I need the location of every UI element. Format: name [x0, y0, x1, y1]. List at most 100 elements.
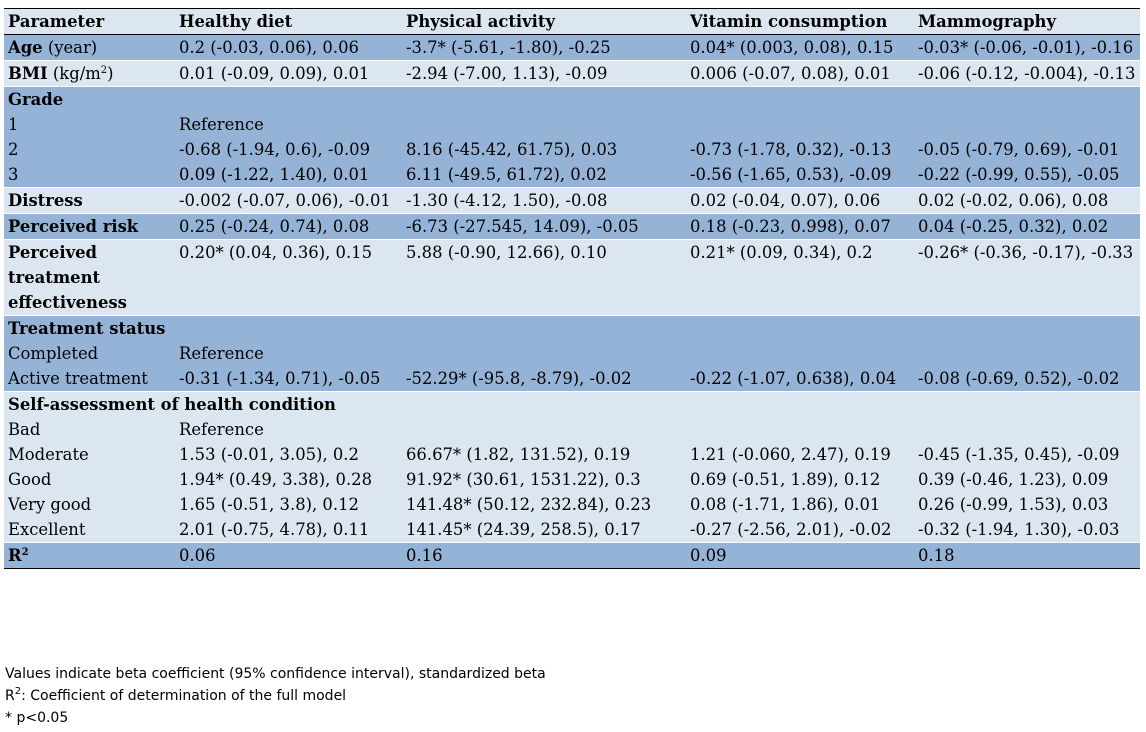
- cell-mammography: -0.45 (-1.35, 0.45), -0.09: [914, 442, 1140, 467]
- row-label-unit: (kg/m: [47, 64, 101, 83]
- row-grade-1: 1 Reference: [4, 112, 1140, 137]
- cell-activity: 141.48* (50.12, 232.84), 0.23: [402, 492, 686, 517]
- cell-activity: [402, 341, 686, 366]
- cell-activity: 5.88 (-0.90, 12.66), 0.10: [402, 239, 686, 316]
- cell-diet: Reference: [175, 341, 402, 366]
- header-mammography: Mammography: [914, 8, 1140, 35]
- row-self-moderate: Moderate 1.53 (-0.01, 3.05), 0.2 66.67* …: [4, 442, 1140, 467]
- cell-activity: 141.45* (24.39, 258.5), 0.17: [402, 517, 686, 543]
- row-label: BMI (kg/m2): [4, 60, 175, 87]
- cell-activity: 91.92* (30.61, 1531.22), 0.3: [402, 467, 686, 492]
- row-label: 3: [4, 162, 175, 188]
- cell-vitamin: 0.18 (-0.23, 0.998), 0.07: [686, 213, 914, 240]
- r2-label: R: [8, 546, 22, 565]
- cell-vitamin: 0.006 (-0.07, 0.08), 0.01: [686, 60, 914, 87]
- row-self-good: Good 1.94* (0.49, 3.38), 0.28 91.92* (30…: [4, 467, 1140, 492]
- cell-diet: 1.94* (0.49, 3.38), 0.28: [175, 467, 402, 492]
- cell-diet: -0.002 (-0.07, 0.06), -0.01: [175, 187, 402, 214]
- cell-diet: 1.65 (-0.51, 3.8), 0.12: [175, 492, 402, 517]
- row-label: Age (year): [4, 34, 175, 61]
- cell-activity: -52.29* (-95.8, -8.79), -0.02: [402, 366, 686, 392]
- cell-mammography: -0.26* (-0.36, -0.17), -0.33: [914, 239, 1140, 316]
- row-label: Active treatment: [4, 366, 175, 392]
- cell-diet: -0.68 (-1.94, 0.6), -0.09: [175, 137, 402, 162]
- cell-activity: -1.30 (-4.12, 1.50), -0.08: [402, 187, 686, 214]
- cell-vitamin: 0.09: [686, 542, 914, 569]
- row-grade-2: 2 -0.68 (-1.94, 0.6), -0.09 8.16 (-45.42…: [4, 137, 1140, 162]
- row-label: Good: [4, 467, 175, 492]
- cell-diet: Reference: [175, 112, 402, 137]
- row-label-unit-close: ): [107, 64, 114, 83]
- cell-diet: 0.2 (-0.03, 0.06), 0.06: [175, 34, 402, 61]
- header-vitamin-consumption: Vitamin consumption: [686, 8, 914, 35]
- row-self-bad: Bad Reference: [4, 417, 1140, 442]
- cell-mammography: [914, 341, 1140, 366]
- unit-superscript: 2: [100, 65, 108, 76]
- table-notes: Values indicate beta coefficient (95% co…: [5, 663, 546, 729]
- row-label: R2: [4, 542, 175, 569]
- cell-mammography: 0.39 (-0.46, 1.23), 0.09: [914, 467, 1140, 492]
- header-parameter: Parameter: [4, 8, 175, 35]
- note-significance: * p<0.05: [5, 710, 69, 726]
- note-r-label: R: [5, 688, 15, 704]
- header-row: Parameter Healthy diet Physical activity…: [4, 8, 1140, 35]
- cell-mammography: 0.02 (-0.02, 0.06), 0.08: [914, 187, 1140, 214]
- row-label: Excellent: [4, 517, 175, 543]
- cell-diet: 0.09 (-1.22, 1.40), 0.01: [175, 162, 402, 188]
- cell-mammography: -0.22 (-0.99, 0.55), -0.05: [914, 162, 1140, 188]
- row-distress: Distress -0.002 (-0.07, 0.06), -0.01 -1.…: [4, 187, 1140, 214]
- row-treatment-status-title: Treatment status: [4, 315, 1140, 341]
- cell-mammography: [914, 112, 1140, 137]
- cell-vitamin: 0.08 (-1.71, 1.86), 0.01: [686, 492, 914, 517]
- cell-activity: -6.73 (-27.545, 14.09), -0.05: [402, 213, 686, 240]
- row-label: Distress: [4, 187, 175, 214]
- row-self-very-good: Very good 1.65 (-0.51, 3.8), 0.12 141.48…: [4, 492, 1140, 517]
- cell-vitamin: [686, 417, 914, 442]
- row-bmi: BMI (kg/m2) 0.01 (-0.09, 0.09), 0.01 -2.…: [4, 60, 1140, 87]
- cell-vitamin: -0.73 (-1.78, 0.32), -0.13: [686, 137, 914, 162]
- cell-diet: 2.01 (-0.75, 4.78), 0.11: [175, 517, 402, 543]
- cell-mammography: [914, 417, 1140, 442]
- cell-vitamin: [686, 112, 914, 137]
- row-self-assessment-title: Self-assessment of health condition: [4, 391, 1140, 417]
- cell-mammography: -0.05 (-0.79, 0.69), -0.01: [914, 137, 1140, 162]
- row-self-excellent: Excellent 2.01 (-0.75, 4.78), 0.11 141.4…: [4, 517, 1140, 543]
- note-values: Values indicate beta coefficient (95% co…: [5, 666, 546, 682]
- row-label: Very good: [4, 492, 175, 517]
- section-title-treatment-status: Treatment status: [4, 315, 402, 341]
- cell-activity: [402, 417, 686, 442]
- note-r-text: : Coefficient of determination of the fu…: [21, 688, 347, 704]
- row-label: Bad: [4, 417, 175, 442]
- row-grade-3: 3 0.09 (-1.22, 1.40), 0.01 6.11 (-49.5, …: [4, 162, 1140, 188]
- row-age: Age (year) 0.2 (-0.03, 0.06), 0.06 -3.7*…: [4, 34, 1140, 61]
- cell-vitamin: 0.02 (-0.04, 0.07), 0.06: [686, 187, 914, 214]
- cell-mammography: -0.32 (-1.94, 1.30), -0.03: [914, 517, 1140, 543]
- row-label: Moderate: [4, 442, 175, 467]
- row-label-unit: (year): [42, 38, 98, 57]
- cell-vitamin: -0.56 (-1.65, 0.53), -0.09: [686, 162, 914, 188]
- regression-table: Parameter Healthy diet Physical activity…: [4, 8, 1140, 569]
- r2-superscript: 2: [21, 547, 29, 558]
- header-physical-activity: Physical activity: [402, 8, 686, 35]
- cell-vitamin: -0.22 (-1.07, 0.638), 0.04: [686, 366, 914, 392]
- cell-diet: 0.06: [175, 542, 402, 569]
- row-treatment-active: Active treatment -0.31 (-1.34, 0.71), -0…: [4, 366, 1140, 392]
- cell-activity: 0.16: [402, 542, 686, 569]
- row-grade-title: Grade: [4, 86, 1140, 112]
- cell-diet: 0.01 (-0.09, 0.09), 0.01: [175, 60, 402, 87]
- cell-diet: 0.25 (-0.24, 0.74), 0.08: [175, 213, 402, 240]
- cell-activity: 8.16 (-45.42, 61.75), 0.03: [402, 137, 686, 162]
- section-title-self-assessment: Self-assessment of health condition: [4, 391, 686, 417]
- cell-activity: 66.67* (1.82, 131.52), 0.19: [402, 442, 686, 467]
- cell-vitamin: [686, 341, 914, 366]
- row-r-squared: R2 0.06 0.16 0.09 0.18: [4, 542, 1140, 569]
- note-r-superscript: 2: [14, 686, 22, 697]
- note-r-squared: R2: Coefficient of determination of the …: [5, 685, 546, 707]
- row-treatment-completed: Completed Reference: [4, 341, 1140, 366]
- cell-mammography: 0.18: [914, 542, 1140, 569]
- cell-vitamin: 0.69 (-0.51, 1.89), 0.12: [686, 467, 914, 492]
- cell-diet: 0.20* (0.04, 0.36), 0.15: [175, 239, 402, 316]
- cell-mammography: 0.04 (-0.25, 0.32), 0.02: [914, 213, 1140, 240]
- section-title-grade: Grade: [4, 86, 175, 112]
- row-label: Perceived treatment effectiveness: [4, 239, 175, 316]
